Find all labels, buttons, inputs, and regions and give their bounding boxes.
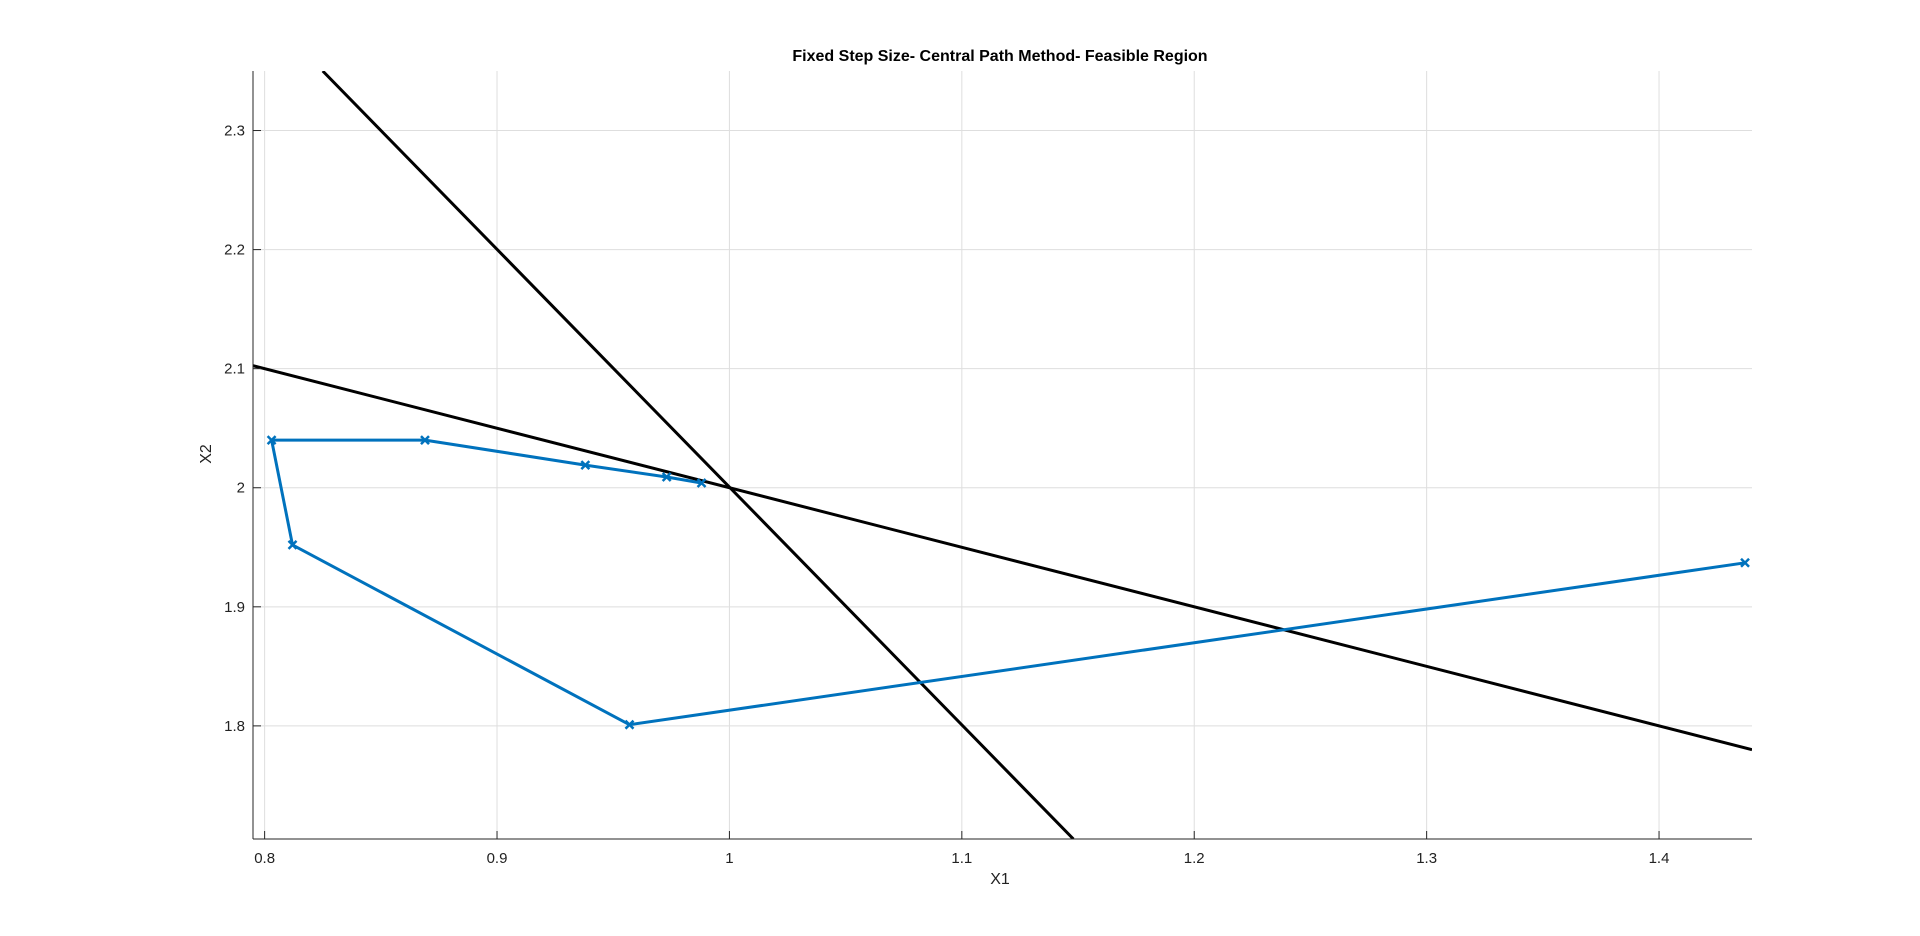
marker-stroke bbox=[420, 435, 430, 446]
marker-stroke bbox=[661, 472, 672, 482]
data-point-marker bbox=[580, 460, 591, 471]
series-line-1 bbox=[270, 438, 1746, 727]
y-tick-label: 2.2 bbox=[224, 242, 245, 259]
y-tick-label: 1.9 bbox=[224, 599, 245, 616]
data-point-marker bbox=[1740, 557, 1750, 568]
constraint-line-1 bbox=[321, 71, 1075, 839]
constraint-lines bbox=[253, 71, 1752, 839]
marker-stroke bbox=[266, 435, 277, 446]
marker-stroke bbox=[696, 478, 707, 488]
marker-stroke bbox=[580, 460, 591, 471]
y-tick-label: 2.1 bbox=[224, 361, 245, 378]
x-axis-label: X1 bbox=[990, 871, 1010, 888]
data-point-marker bbox=[266, 435, 277, 446]
data-point-marker bbox=[624, 719, 635, 730]
marker-stroke bbox=[624, 719, 635, 730]
data-series bbox=[266, 435, 1750, 730]
y-axis-label: X2 bbox=[198, 444, 215, 464]
data-point-marker bbox=[287, 540, 298, 550]
y-tick-label: 2 bbox=[237, 480, 245, 497]
tick-labels: 0.8 0.9 1 1.1 1.2 1.3 1.4 1.8 1.9 2 2.1 2.2 2.3 bbox=[224, 123, 1669, 867]
x-tick-label: 1 bbox=[725, 850, 733, 867]
x-tick-label: 0.8 bbox=[254, 850, 275, 867]
constraint-line-2 bbox=[253, 364, 1752, 752]
x-tick-label: 1.1 bbox=[951, 850, 972, 867]
x-tick-label: 0.9 bbox=[487, 850, 508, 867]
data-point-marker bbox=[696, 478, 707, 488]
data-point-marker bbox=[420, 435, 430, 446]
x-tick-label: 1.4 bbox=[1649, 850, 1670, 867]
x-tick-label: 1.2 bbox=[1184, 850, 1205, 867]
x-tick-label: 1.3 bbox=[1416, 850, 1437, 867]
grid-lines bbox=[253, 71, 1752, 839]
data-point-marker bbox=[661, 472, 672, 482]
marker-stroke bbox=[287, 540, 298, 550]
y-tick-label: 1.8 bbox=[224, 718, 245, 735]
chart-title: Fixed Step Size- Central Path Method- Fe… bbox=[792, 48, 1207, 65]
marker-stroke bbox=[1740, 557, 1750, 568]
y-tick-label: 2.3 bbox=[224, 123, 245, 140]
axes bbox=[252, 71, 1752, 840]
